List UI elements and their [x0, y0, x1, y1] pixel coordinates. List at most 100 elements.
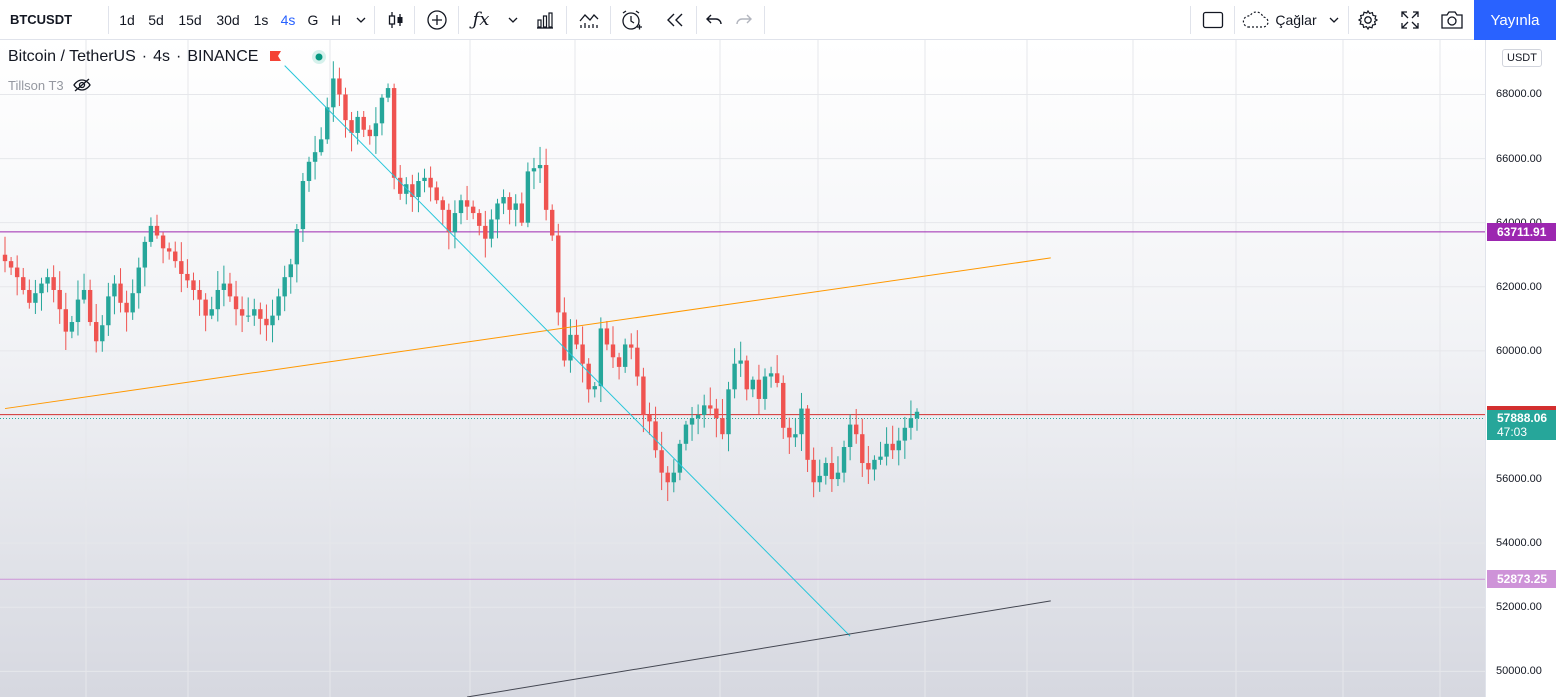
toolbar-separator	[414, 6, 415, 34]
layout-dropdown-chevron-icon[interactable]	[1324, 0, 1344, 39]
settings-gear-icon[interactable]	[1352, 0, 1384, 39]
alert-clock-icon[interactable]	[614, 0, 648, 39]
candle-body	[477, 213, 482, 226]
layout-name-label[interactable]: Çağlar	[1275, 11, 1317, 28]
toolbar-separator	[1234, 6, 1235, 34]
intervals-dropdown-chevron-icon[interactable]	[350, 0, 372, 39]
legend-interval[interactable]: 4s	[153, 48, 170, 65]
compare-plus-icon[interactable]	[420, 0, 454, 39]
candle-body	[714, 408, 719, 419]
candle-body	[823, 463, 828, 476]
interval-5d-button[interactable]: 5d	[148, 11, 164, 28]
candle-body	[501, 197, 506, 204]
toolbar-separator	[1190, 6, 1191, 34]
indicators-fx-icon[interactable]: ƒx	[472, 9, 490, 30]
candle-body	[847, 424, 853, 448]
candle-body	[458, 200, 464, 214]
candle-body	[665, 472, 670, 483]
candle-body	[385, 88, 391, 98]
indicator-name[interactable]: Tillson T3	[8, 77, 64, 93]
candle-body	[14, 267, 20, 278]
chart-pane[interactable]	[0, 40, 1485, 697]
price-tick-label: 52000.00	[1496, 601, 1542, 614]
flag-icon[interactable]	[268, 50, 282, 64]
undo-icon[interactable]	[700, 0, 728, 39]
candle-body	[592, 386, 597, 390]
trend-line	[4, 257, 1051, 410]
interval-30d-button[interactable]: 30d	[216, 11, 240, 28]
templates-chart-icon[interactable]	[572, 0, 606, 39]
candle-body	[829, 463, 835, 480]
candle-body	[343, 94, 348, 121]
price-tick-label: 50000.00	[1496, 665, 1542, 678]
symbol-search-button[interactable]: BTCUSDT	[9, 12, 73, 27]
candle-body	[860, 434, 865, 464]
cloud-save-icon[interactable]	[1240, 0, 1270, 39]
candle-body	[367, 129, 372, 137]
toolbar-separator	[108, 6, 109, 34]
candle-body	[726, 389, 731, 435]
candle-body	[550, 209, 555, 236]
interval-15d-button[interactable]: 15d	[178, 11, 202, 28]
bar-replay-icon[interactable]	[658, 0, 692, 39]
candle-body	[179, 261, 184, 274]
candle-body	[349, 120, 354, 133]
legend-symbol-title[interactable]: Bitcoin / TetherUS	[8, 48, 136, 65]
candle-body	[708, 405, 713, 409]
current-price-label: 57888.06 47:03	[1487, 409, 1556, 440]
candle-body	[537, 164, 543, 169]
legend-dot: ·	[141, 48, 148, 65]
price-tick-label: 54000.00	[1496, 537, 1542, 550]
candle-body	[653, 421, 658, 451]
snapshot-camera-icon[interactable]	[1436, 0, 1468, 39]
price-chart[interactable]	[0, 40, 1485, 697]
candle-body	[890, 443, 895, 451]
candle-body	[325, 107, 330, 140]
candle-body	[45, 277, 50, 284]
candle-body	[112, 283, 117, 297]
financials-bars-icon[interactable]	[528, 0, 562, 39]
candle-body	[622, 344, 628, 367]
candle-body	[866, 463, 871, 470]
candle-body	[173, 251, 178, 262]
redo-icon[interactable]	[730, 0, 758, 39]
interval-h-button[interactable]: H	[330, 11, 342, 28]
candle-body	[233, 296, 239, 310]
expand-icon[interactable]	[1394, 0, 1426, 39]
candle-body	[27, 289, 32, 303]
candle-body	[489, 219, 494, 239]
currency-badge[interactable]: USDT	[1502, 49, 1542, 67]
candle-body	[118, 283, 123, 303]
hidden-eye-icon[interactable]	[72, 77, 92, 93]
interval-1d-button[interactable]: 1d	[119, 11, 135, 28]
candle-body	[373, 123, 379, 137]
price-tick-label: 60000.00	[1496, 344, 1542, 357]
candle-body	[641, 376, 646, 415]
candle-body	[221, 283, 227, 290]
trend-line	[466, 600, 1051, 697]
toolbar-separator	[374, 6, 375, 34]
candle-body	[908, 418, 914, 428]
indicator-legend: Tillson T3	[8, 77, 92, 93]
market-open-status-icon	[312, 50, 327, 64]
publish-button[interactable]: Yayınla	[1474, 0, 1556, 40]
candle-body	[185, 273, 190, 281]
candle-body	[695, 414, 701, 419]
candle-body	[677, 443, 683, 473]
price-tick-label: 62000.00	[1496, 280, 1542, 293]
fullscreen-rect-icon[interactable]	[1196, 0, 1230, 39]
candle-type-icon[interactable]	[380, 0, 412, 39]
candle-body	[428, 177, 433, 188]
interval-1s-button[interactable]: 1s	[253, 11, 269, 28]
price-tick-label: 56000.00	[1496, 473, 1542, 486]
price-axis[interactable]: USDT 68000.0066000.0064000.0062000.00600…	[1485, 40, 1556, 697]
candle-body	[355, 116, 360, 133]
interval-4s-button[interactable]: 4s	[280, 11, 296, 28]
candle-body	[787, 427, 792, 438]
candle-body	[744, 360, 749, 390]
indicators-dropdown-chevron-icon[interactable]	[502, 0, 524, 39]
candle-body	[337, 78, 342, 95]
interval-g-button[interactable]: G	[307, 11, 319, 28]
candle-body	[647, 414, 652, 422]
legend-exchange[interactable]: BINANCE	[187, 48, 259, 65]
